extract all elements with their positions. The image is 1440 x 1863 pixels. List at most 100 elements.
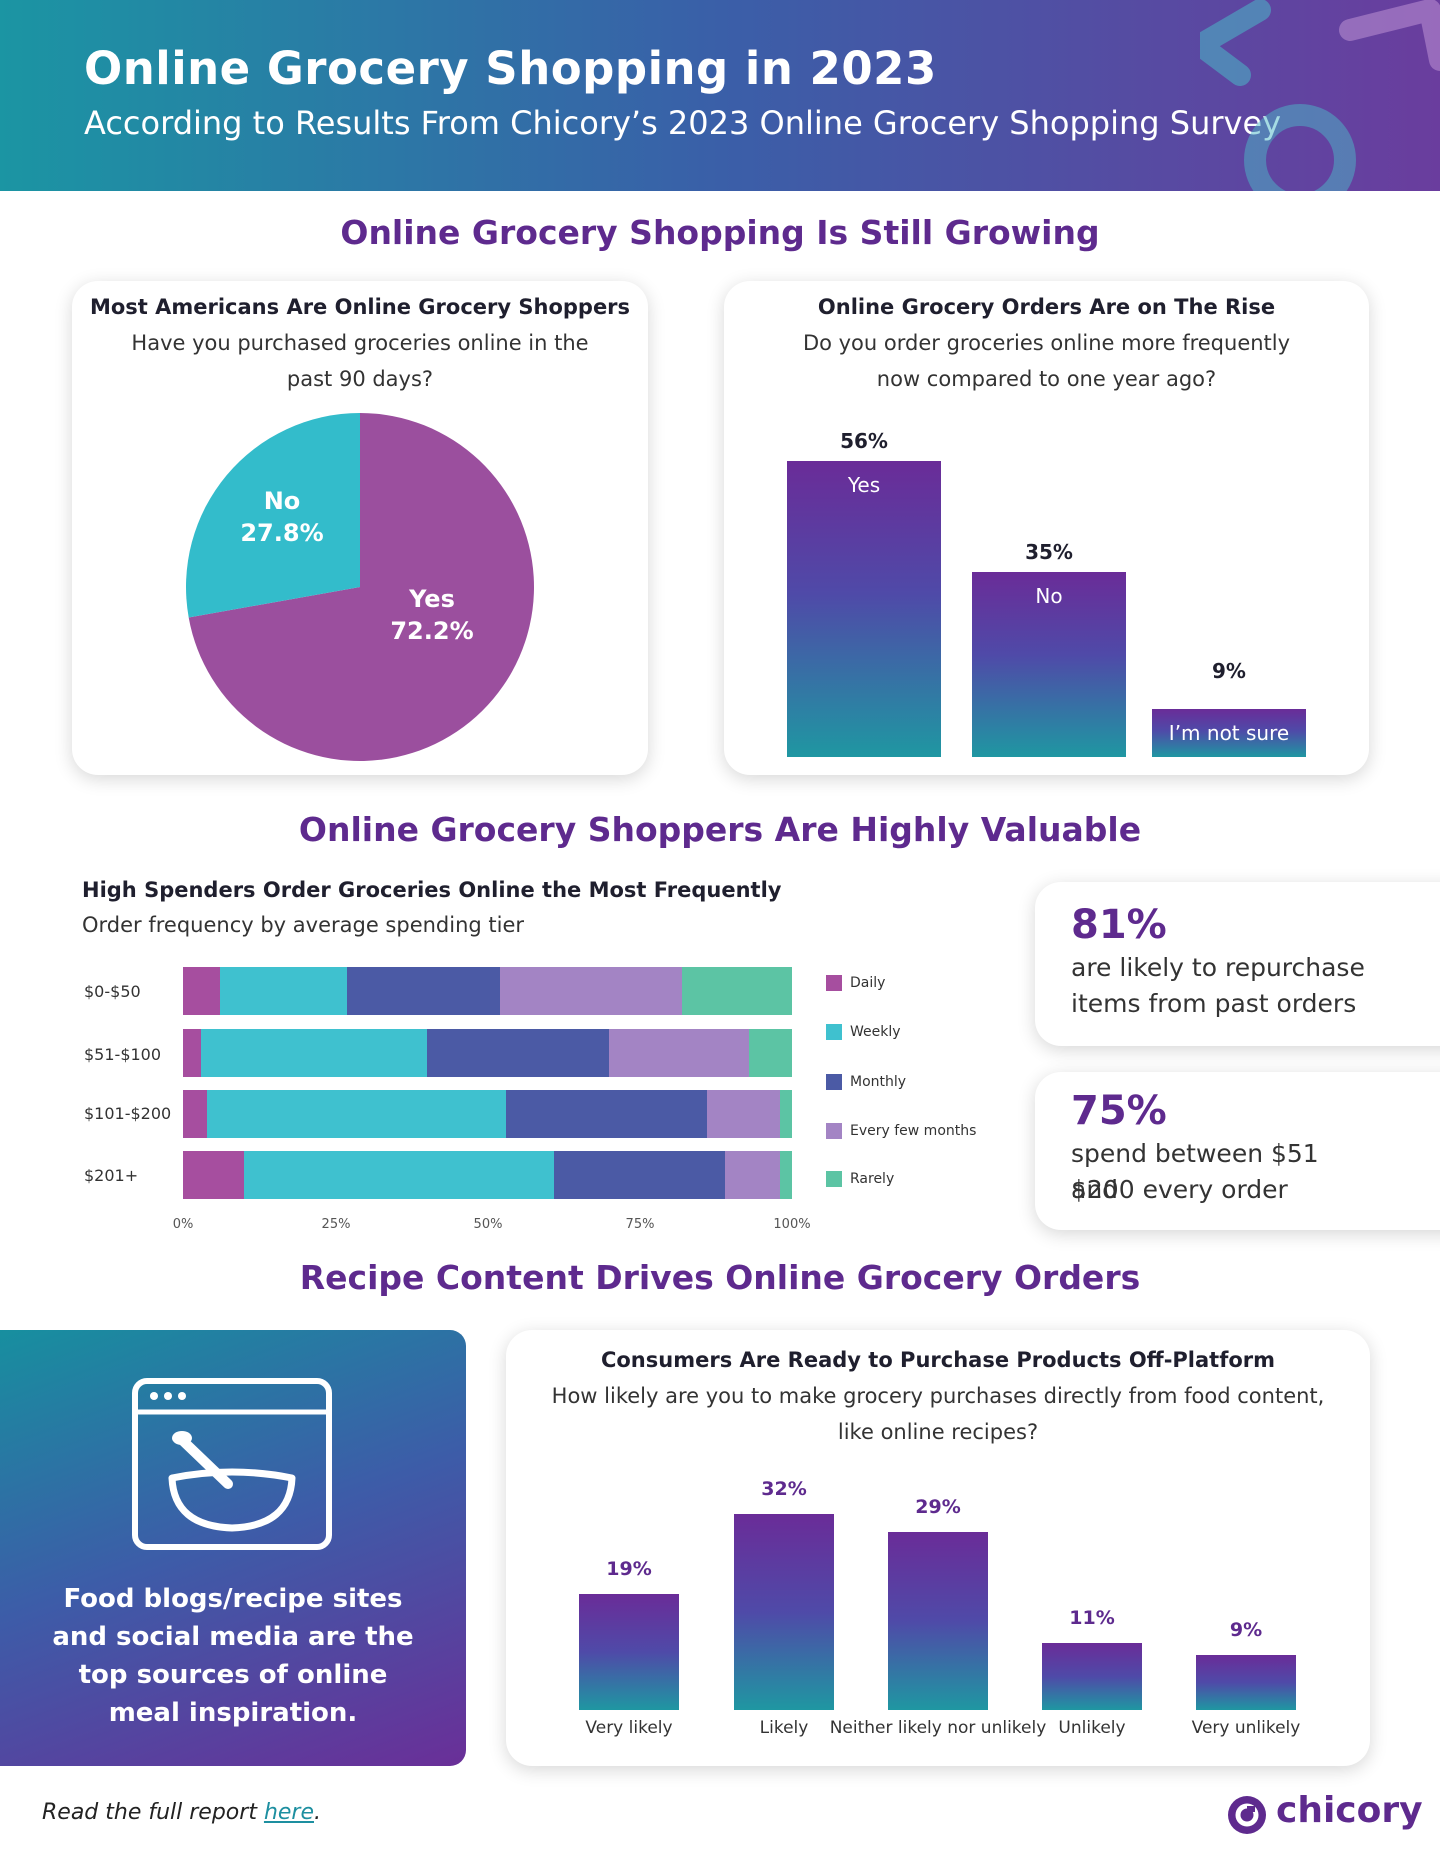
pie-label-no-value: 27.8%	[240, 519, 324, 547]
section-title-recipe: Recipe Content Drives Online Grocery Ord…	[299, 1258, 1141, 1297]
purchase-bar	[888, 1532, 988, 1710]
stacked-bar-segment	[183, 967, 220, 1015]
recipe-text-line: top sources of online	[78, 1660, 388, 1690]
recipe-panel-text: Food blogs/recipe sites and social media…	[0, 1580, 466, 1732]
rise-bar-label: No	[1035, 584, 1063, 608]
stacked-bar-segment	[609, 1029, 750, 1077]
axis-tick: 75%	[625, 1217, 655, 1232]
stat-value: 75%	[1071, 1088, 1167, 1134]
stacked-bar-segment	[183, 1090, 208, 1138]
purchase-bar-category: Likely	[759, 1718, 809, 1738]
stacked-bar-segment	[183, 1151, 244, 1199]
stacked-bar-segment	[207, 1090, 506, 1138]
purchase-bar-category: Very unlikely	[1191, 1718, 1301, 1738]
stacked-bar-segment	[505, 1090, 707, 1138]
stacked-bar-segment	[725, 1151, 780, 1199]
tier-label: $0-$50	[84, 982, 141, 1001]
section-title-growing: Online Grocery Shopping Is Still Growing	[340, 213, 1100, 252]
pie-label-yes-category: Yes	[409, 585, 455, 613]
legend-label: Monthly	[850, 1074, 907, 1090]
recipe-text-line: and social media are the	[52, 1622, 414, 1652]
stacked-bar-segment	[706, 1090, 780, 1138]
pie-card-question-line1: Have you purchased groceries online in t…	[131, 331, 589, 355]
rise-bar-label: I’m not sure	[1168, 721, 1290, 745]
legend-swatch	[826, 1123, 842, 1139]
legend-swatch	[826, 1024, 842, 1040]
pie-label-no-category: No	[263, 487, 301, 515]
pie-card-title: Most Americans Are Online Grocery Shoppe…	[89, 295, 631, 319]
stacked-bar-segment	[499, 967, 683, 1015]
legend-label: Rarely	[850, 1171, 895, 1187]
pie-label-yes-value: 72.2%	[390, 617, 474, 645]
stacked-bar-segment	[219, 967, 348, 1015]
stacked-bar-segment	[201, 1029, 427, 1077]
stat-card-spend: 75% spend between $51 and $200 every ord…	[1035, 1072, 1440, 1230]
purchase-card-title: Consumers Are Ready to Purchase Products…	[600, 1348, 1276, 1372]
rise-bar-value: 9%	[1212, 659, 1246, 683]
rise-card: Online Grocery Orders Are on The Rise Do…	[724, 281, 1369, 775]
decorative-shapes-icon	[1200, 0, 1440, 191]
stacked-bar-segment	[749, 1029, 792, 1077]
legend-swatch	[826, 1171, 842, 1187]
footer-text: Read the full report	[42, 1800, 264, 1825]
pie-label-no: No 27.8%	[222, 485, 342, 549]
rise-bar	[787, 461, 941, 757]
tier-label: $201+	[84, 1166, 139, 1185]
footer-suffix: .	[314, 1800, 321, 1825]
legend-item-daily: Daily	[826, 975, 885, 991]
purchase-bar	[1196, 1654, 1296, 1710]
legend-label: Every few months	[850, 1123, 977, 1139]
rise-bar-value: 35%	[1025, 540, 1073, 564]
purchase-card-question-line1: How likely are you to make grocery purch…	[551, 1384, 1325, 1408]
purchase-bar-category: Very likely	[585, 1718, 673, 1738]
axis-tick: 25%	[321, 1217, 351, 1232]
pie-slice-no	[186, 413, 360, 618]
stat-card-repurchase: 81% are likely to repurchase items from …	[1035, 882, 1440, 1046]
pie-slice-yes	[188, 413, 535, 761]
recipe-bowl-icon	[132, 1378, 332, 1550]
page-subtitle: According to Results From Chicory’s 2023…	[84, 104, 1282, 142]
tier-label: $101-$200	[84, 1104, 172, 1123]
purchase-bar	[1042, 1642, 1142, 1710]
section-title-valuable: Online Grocery Shoppers Are Highly Valua…	[298, 810, 1142, 849]
recipe-text-line: meal inspiration.	[108, 1698, 358, 1728]
stacked-bar-segment	[554, 1151, 725, 1199]
stacked-bar-segment	[779, 1151, 792, 1199]
stat-text-line2: $200 every order	[1071, 1175, 1288, 1204]
rise-bar-value: 56%	[840, 429, 888, 453]
stacked-bar-segment	[347, 967, 500, 1015]
rise-card-title: Online Grocery Orders Are on The Rise	[817, 295, 1276, 319]
stacked-bar-segment	[183, 1029, 202, 1077]
stacked-bar-segment	[243, 1151, 555, 1199]
purchase-bar-value: 11%	[1069, 1606, 1115, 1629]
rise-card-question-line1: Do you order groceries online more frequ…	[802, 331, 1291, 355]
header-banner: Online Grocery Shopping in 2023 Accordin…	[0, 0, 1440, 191]
rise-bar	[972, 572, 1126, 757]
legend-item-every-few-months: Every few months	[826, 1123, 976, 1139]
pie-chart	[186, 413, 535, 761]
page-title: Online Grocery Shopping in 2023	[84, 42, 937, 95]
full-report-link[interactable]: here	[263, 1800, 314, 1825]
legend-item-rarely: Rarely	[826, 1171, 894, 1187]
purchase-bar	[579, 1593, 679, 1710]
purchase-bar-value: 32%	[761, 1478, 807, 1500]
tier-label: $51-$100	[84, 1045, 162, 1064]
legend-swatch	[826, 1074, 842, 1090]
stacked-bar-segment	[779, 1090, 792, 1138]
rise-card-question-line2: now compared to one year ago?	[876, 367, 1217, 391]
footer-note: Read the full report here.	[42, 1800, 321, 1825]
pie-label-yes: Yes 72.2%	[372, 583, 492, 647]
legend-item-monthly: Monthly	[826, 1074, 906, 1090]
axis-tick: 50%	[473, 1217, 503, 1232]
purchase-bar-category: Unlikely	[1058, 1718, 1126, 1738]
legend-swatch	[826, 975, 842, 991]
brand-name: chicory	[1276, 1790, 1423, 1831]
legend-item-weekly: Weekly	[826, 1024, 901, 1040]
purchase-bar-category: Neither likely nor unlikely	[829, 1718, 1047, 1738]
purchase-bar-value: 9%	[1229, 1618, 1263, 1641]
pie-card: Most Americans Are Online Grocery Shoppe…	[72, 281, 648, 775]
stat-text-line1: are likely to repurchase	[1071, 953, 1365, 982]
purchase-bar	[734, 1514, 834, 1710]
stacked-bar-segment	[682, 967, 792, 1015]
rise-bar-label: Yes	[847, 473, 881, 497]
